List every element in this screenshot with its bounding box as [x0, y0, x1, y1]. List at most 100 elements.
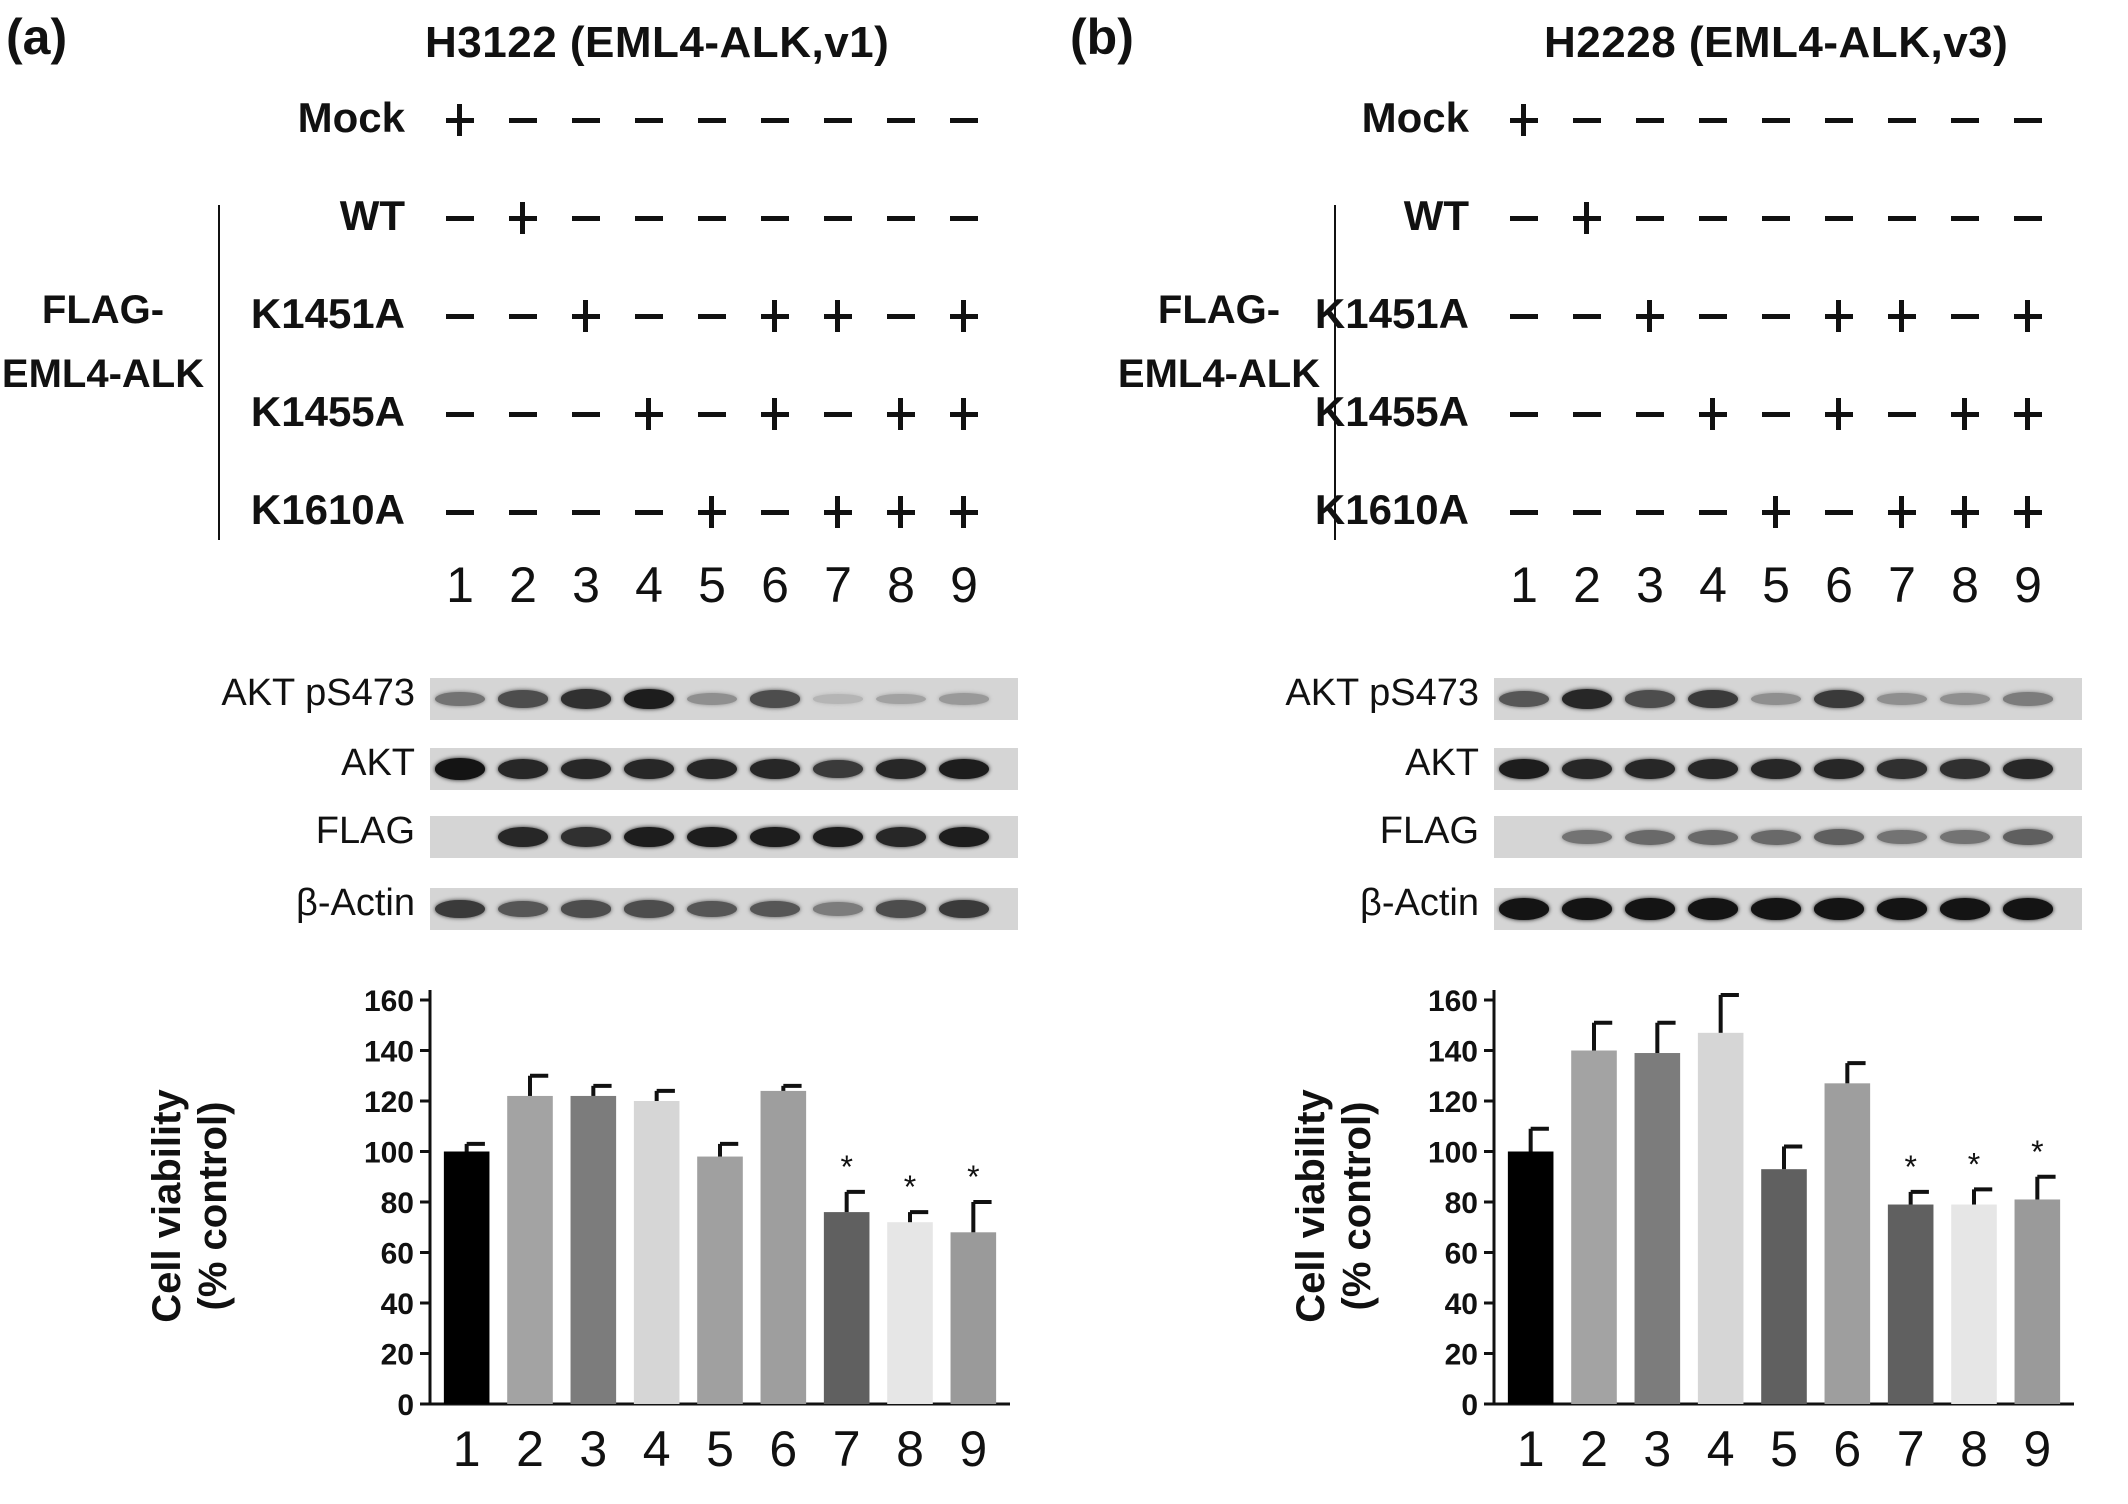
lane-number: 2 [1573, 557, 1601, 613]
bar [443, 1151, 490, 1404]
plus-sign [946, 494, 982, 530]
blot-label: FLAG [1379, 810, 1479, 852]
blot-label: AKT pS473 [1285, 672, 1479, 714]
panel-b: (b) H2228 (EML4-ALK,v3) Mock WT K1451A K1455A… [1064, 0, 2128, 1504]
plus-sign [1632, 298, 1668, 334]
blot-band [1562, 898, 1612, 920]
plus-sign [1947, 494, 1983, 530]
bar [1761, 1169, 1807, 1404]
minus-sign [1821, 102, 1857, 138]
minus-sign [1758, 298, 1794, 334]
lane-number: 6 [761, 557, 789, 613]
y-tick-label: 0 [397, 1389, 414, 1422]
minus-sign [631, 200, 667, 236]
blot-band [813, 694, 863, 704]
y-axis-title: Cell viability (% control) [1289, 1089, 1379, 1323]
plus-sign [1506, 102, 1542, 138]
group-bracket [218, 205, 220, 540]
blot-band [750, 759, 800, 779]
minus-sign [442, 200, 478, 236]
minus-sign [820, 102, 856, 138]
minus-sign [568, 396, 604, 432]
blot-strip [1494, 678, 2082, 720]
group-label: FLAG- EML4-ALK [1, 288, 205, 396]
blot-strip [1494, 748, 2082, 790]
y-tick-label: 80 [1445, 1187, 1478, 1220]
y-tick-label: 100 [364, 1137, 414, 1170]
panel-label: (b) [1070, 9, 1134, 65]
minus-sign [1758, 102, 1794, 138]
bar [823, 1212, 870, 1404]
blot-band [435, 691, 485, 707]
blot-band [1940, 898, 1990, 920]
minus-sign [631, 102, 667, 138]
y-tick-label: 0 [1461, 1389, 1478, 1422]
minus-sign [883, 102, 919, 138]
lane-number: 3 [572, 557, 600, 613]
minus-sign [820, 396, 856, 432]
blot-band [1625, 690, 1675, 708]
plus-sign [1947, 396, 1983, 432]
blot-strip [430, 888, 1018, 930]
minus-sign [442, 494, 478, 530]
lane-number: 5 [1762, 557, 1790, 613]
y-tick-label: 60 [381, 1238, 414, 1271]
minus-sign [1947, 102, 1983, 138]
blot-band [1814, 898, 1864, 920]
x-category-label: 2 [516, 1421, 544, 1477]
plus-sign [1884, 298, 1920, 334]
plus-sign [694, 494, 730, 530]
blot-band [1751, 829, 1801, 845]
y-tick-label: 60 [1445, 1238, 1478, 1271]
blot-band [687, 759, 737, 779]
lane-number: 1 [446, 557, 474, 613]
lane-number: 6 [1825, 557, 1853, 613]
blot-band [1814, 829, 1864, 845]
blot-band [435, 758, 485, 780]
significance-marker: * [840, 1149, 852, 1185]
blot-band [498, 690, 548, 708]
plus-sign [1884, 494, 1920, 530]
plus-sign [2010, 494, 2046, 530]
lane-number: 4 [635, 557, 663, 613]
blot-band [2003, 692, 2053, 706]
plus-sign [820, 494, 856, 530]
x-category-label: 3 [1643, 1421, 1671, 1477]
blot-band [1877, 692, 1927, 706]
blot-band [1877, 829, 1927, 845]
minus-sign [694, 396, 730, 432]
group-label: FLAG- EML4-ALK [1117, 288, 1321, 396]
plus-sign [1569, 200, 1605, 236]
blot-band [1940, 829, 1990, 845]
minus-sign [1695, 200, 1731, 236]
blot-band [687, 692, 737, 706]
bar [1634, 1053, 1681, 1404]
bar [1887, 1204, 1934, 1404]
minus-sign [505, 396, 541, 432]
lane-number: 5 [698, 557, 726, 613]
bar [887, 1222, 933, 1404]
treatment-row-label: K1455A [250, 388, 405, 435]
y-tick-label: 120 [364, 1086, 414, 1119]
minus-sign [757, 200, 793, 236]
plus-sign [1695, 396, 1731, 432]
plus-sign [631, 396, 667, 432]
x-category-label: 6 [769, 1421, 797, 1477]
blot-band [561, 689, 611, 709]
minus-sign [1506, 396, 1542, 432]
blot-label: AKT pS473 [221, 672, 415, 714]
y-tick-label: 160 [364, 985, 414, 1018]
minus-sign [1758, 200, 1794, 236]
minus-sign [946, 102, 982, 138]
blot-band [1688, 759, 1738, 779]
treatment-row-label: Mock [297, 94, 405, 141]
minus-sign [1632, 494, 1668, 530]
minus-sign [1947, 298, 1983, 334]
blot-band [1940, 692, 1990, 706]
minus-sign [1821, 494, 1857, 530]
blot-band [561, 827, 611, 847]
plus-sign [442, 102, 478, 138]
bar [1951, 1204, 1997, 1404]
bar [760, 1090, 807, 1404]
bar [1507, 1151, 1554, 1404]
